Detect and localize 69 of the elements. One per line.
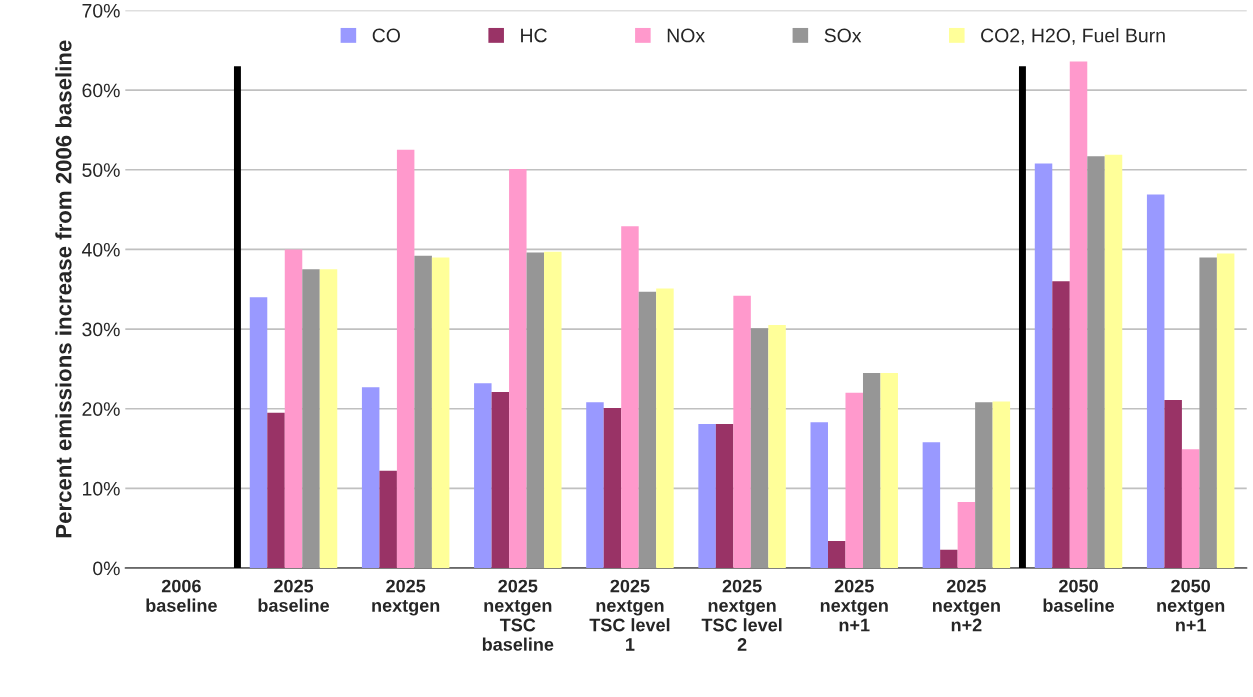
- y-tick-label: 30%: [82, 322, 120, 337]
- x-tick-label: 2050 baseline: [1043, 579, 1115, 612]
- bar: [544, 251, 562, 569]
- bar: [1199, 257, 1217, 569]
- bar: [361, 387, 380, 569]
- bar: [1216, 253, 1235, 569]
- bar: [827, 540, 846, 569]
- bar: [957, 501, 976, 569]
- bar: [284, 249, 303, 569]
- bar: [862, 372, 881, 569]
- y-tick-label: 10%: [83, 481, 120, 496]
- x-tick-label: 2006 baseline: [146, 579, 217, 612]
- bar: [975, 402, 993, 569]
- bar: [267, 412, 285, 569]
- y-tick-label: 60%: [82, 83, 120, 98]
- legend-label: CO2, H2O, Fuel Burn: [981, 28, 1165, 45]
- bar: [526, 252, 545, 569]
- bar: [698, 423, 716, 569]
- bar: [474, 383, 492, 569]
- bar: [733, 295, 751, 569]
- bar: [880, 372, 898, 569]
- bar: [491, 392, 510, 569]
- y-tick-label: 40%: [81, 242, 120, 257]
- bar: [1181, 449, 1200, 569]
- legend-label: NOx: [667, 28, 705, 43]
- bar: [768, 325, 786, 569]
- x-tick-label: 2025 nextgen TSC baseline: [482, 579, 554, 651]
- bar: [1034, 163, 1053, 569]
- x-tick-label: 2025 nextgen TSC level 2: [701, 579, 782, 651]
- y-tick-label: 70%: [82, 3, 120, 18]
- bar: [302, 269, 320, 569]
- legend-label: CO: [372, 28, 400, 43]
- bar: [379, 470, 397, 569]
- bar: [509, 168, 527, 569]
- bar: [715, 423, 734, 569]
- bar: [992, 401, 1011, 569]
- bar: [603, 407, 622, 569]
- bar: [638, 291, 657, 569]
- bar: [414, 255, 432, 569]
- bar: [431, 257, 450, 569]
- bar: [1164, 399, 1182, 569]
- y-tick-label: 50%: [82, 163, 120, 178]
- x-tick-label: 2050 nextgen n+1: [1157, 579, 1225, 632]
- bar: [845, 392, 863, 569]
- x-tick-label: 2025 nextgen TSC level 1: [589, 579, 670, 651]
- legend-label: SOx: [824, 28, 862, 43]
- bar: [621, 226, 639, 569]
- y-tick-label: 20%: [82, 402, 120, 416]
- bar: [249, 297, 268, 569]
- bar: [1052, 281, 1070, 569]
- bar: [940, 549, 958, 569]
- bar: [586, 402, 604, 569]
- y-tick-label: 0%: [93, 561, 120, 576]
- bar: [1069, 61, 1088, 569]
- bar: [750, 328, 769, 569]
- x-tick-label: 2025 baseline: [258, 579, 330, 612]
- bar: [1087, 156, 1105, 569]
- x-tick-label: 2025 nextgen: [372, 579, 440, 616]
- bar: [656, 288, 674, 569]
- y-axis-title: Percent emissions increase from 2006 baseline: [55, 40, 72, 538]
- bar: [1146, 194, 1165, 569]
- bar: [396, 149, 415, 569]
- bar: [319, 269, 338, 569]
- x-tick-label: 2025 nextgen n+2: [932, 579, 1000, 632]
- bar: [810, 422, 828, 569]
- bar: [1104, 154, 1123, 569]
- legend-label: HC: [521, 28, 547, 43]
- x-tick-label: 2025 nextgen n+1: [820, 579, 888, 632]
- bar: [922, 442, 941, 569]
